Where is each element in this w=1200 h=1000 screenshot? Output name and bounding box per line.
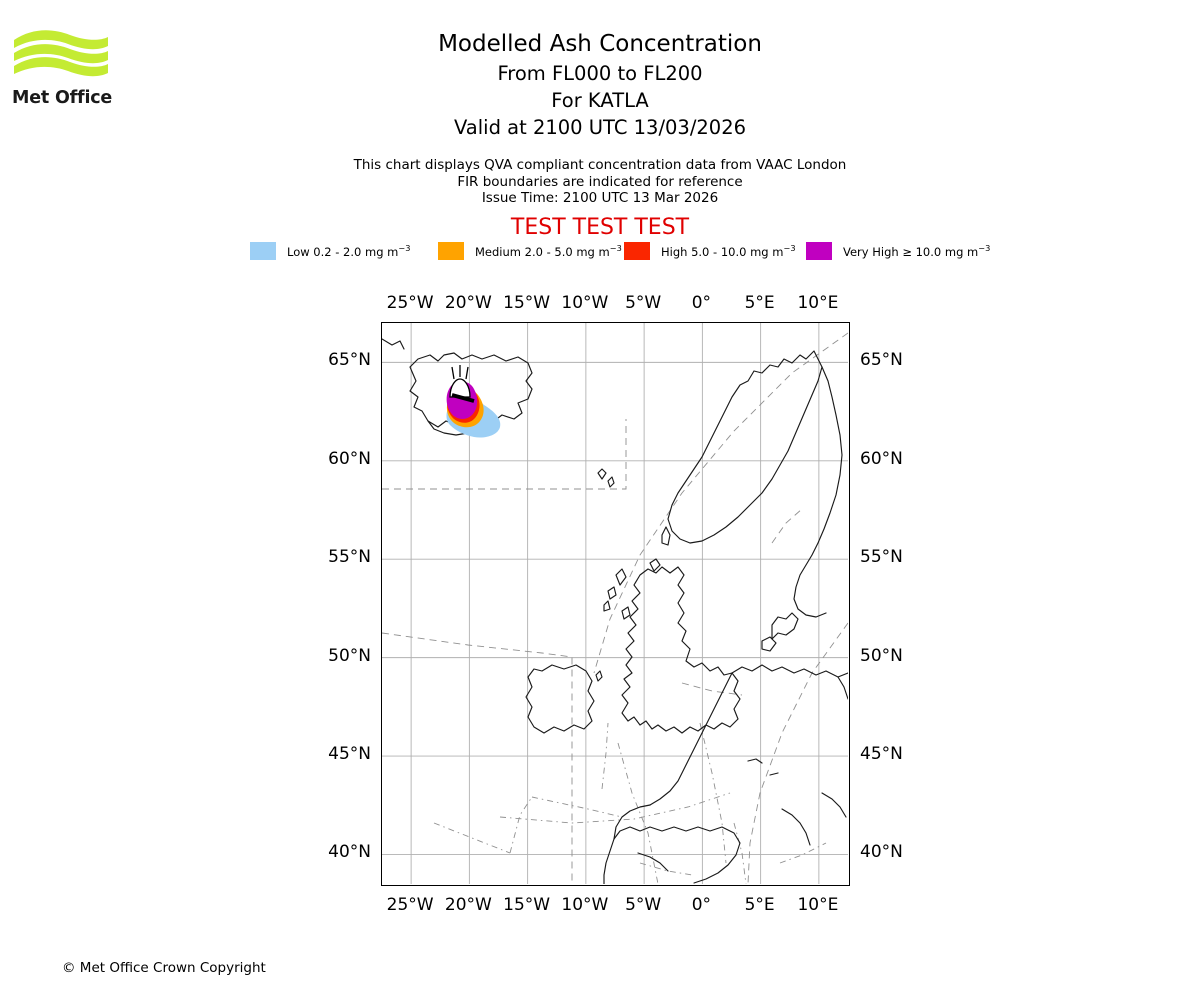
ash-concentration-map[interactable] (381, 322, 850, 886)
legend-swatch-very-high (806, 242, 832, 260)
lat-tick-right-1: 45°N (860, 744, 903, 765)
lon-tick-bottom-0: 25°W (386, 895, 434, 915)
lat-tick-left-0: 40°N (328, 842, 371, 863)
chart-subtitle-block: This chart displays QVA compliant concen… (0, 157, 1200, 207)
lon-tick-bottom-4: 5°W (625, 895, 662, 915)
lon-tick-bottom-7: 10°E (797, 895, 839, 915)
lat-tick-right-4: 60°N (860, 448, 903, 469)
lon-tick-bottom-5: 0° (691, 895, 712, 915)
lon-tick-top-3: 10°W (561, 293, 609, 313)
lon-tick-top-2: 15°W (503, 293, 551, 313)
legend-label-high: High 5.0 - 10.0 mg m−3 (661, 243, 796, 259)
met-office-logo: Met Office (12, 26, 122, 108)
legend-label-low: Low 0.2 - 2.0 mg m−3 (287, 243, 411, 259)
legend-item-low: Low 0.2 - 2.0 mg m−3 (250, 240, 410, 262)
copyright-footer: © Met Office Crown Copyright (62, 960, 266, 976)
legend-item-high: High 5.0 - 10.0 mg m−3 (624, 240, 796, 262)
lat-tick-right-2: 50°N (860, 645, 903, 666)
legend-swatch-medium (438, 242, 464, 260)
legend-swatch-low (250, 242, 276, 260)
subtitle-fir-note: FIR boundaries are indicated for referen… (457, 173, 743, 190)
test-banner: TEST TEST TEST (510, 215, 690, 240)
title-volcano: For KATLA (551, 89, 649, 112)
title-valid-time: Valid at 2100 UTC 13/03/2026 (453, 116, 747, 139)
lon-tick-top-6: 5°E (744, 293, 775, 313)
graticule-gridlines (382, 323, 848, 884)
legend-label-very-high: Very High ≥ 10.0 mg m−3 (843, 243, 991, 259)
lon-tick-top-5: 0° (691, 293, 712, 313)
map-canvas (382, 323, 848, 884)
legend-swatch-high (624, 242, 650, 260)
subtitle-source: This chart displays QVA compliant concen… (353, 157, 847, 173)
lat-tick-right-3: 55°N (860, 547, 903, 568)
page-title: Modelled Ash Concentration (438, 31, 762, 57)
lat-tick-left-4: 60°N (328, 448, 371, 469)
legend-item-medium: Medium 2.0 - 5.0 mg m−3 (438, 240, 622, 262)
lon-tick-top-7: 10°E (797, 293, 839, 313)
chart-title-block: Modelled Ash Concentration From FL000 to… (0, 28, 1200, 141)
lon-tick-top-4: 5°W (625, 293, 662, 313)
map-frame (381, 322, 850, 886)
concentration-legend: Low 0.2 - 2.0 mg m−3 Medium 2.0 - 5.0 mg… (0, 240, 1200, 262)
coastlines (382, 338, 848, 884)
lat-tick-left-1: 45°N (328, 744, 371, 765)
legend-item-very-high: Very High ≥ 10.0 mg m−3 (806, 240, 990, 262)
lat-tick-left-5: 65°N (328, 350, 371, 371)
met-office-waves-icon (14, 30, 108, 77)
lon-tick-bottom-6: 5°E (744, 895, 775, 915)
legend-label-medium: Medium 2.0 - 5.0 mg m−3 (475, 243, 622, 259)
lon-tick-bottom-2: 15°W (503, 895, 551, 915)
subtitle-issue-time: Issue Time: 2100 UTC 13 Mar 2026 (481, 190, 719, 207)
logo-wordmark: Met Office (12, 88, 113, 108)
lat-tick-right-0: 40°N (860, 842, 903, 863)
lon-tick-bottom-3: 10°W (561, 895, 609, 915)
volcano-marker (449, 365, 475, 403)
title-flight-levels: From FL000 to FL200 (497, 62, 703, 85)
fir-boundaries (382, 332, 848, 884)
lat-tick-left-3: 55°N (328, 547, 371, 568)
lat-tick-right-5: 65°N (860, 350, 903, 371)
lon-tick-top-1: 20°W (444, 293, 492, 313)
lon-tick-bottom-1: 20°W (444, 895, 492, 915)
lat-tick-left-2: 50°N (328, 645, 371, 666)
lon-tick-top-0: 25°W (386, 293, 434, 313)
